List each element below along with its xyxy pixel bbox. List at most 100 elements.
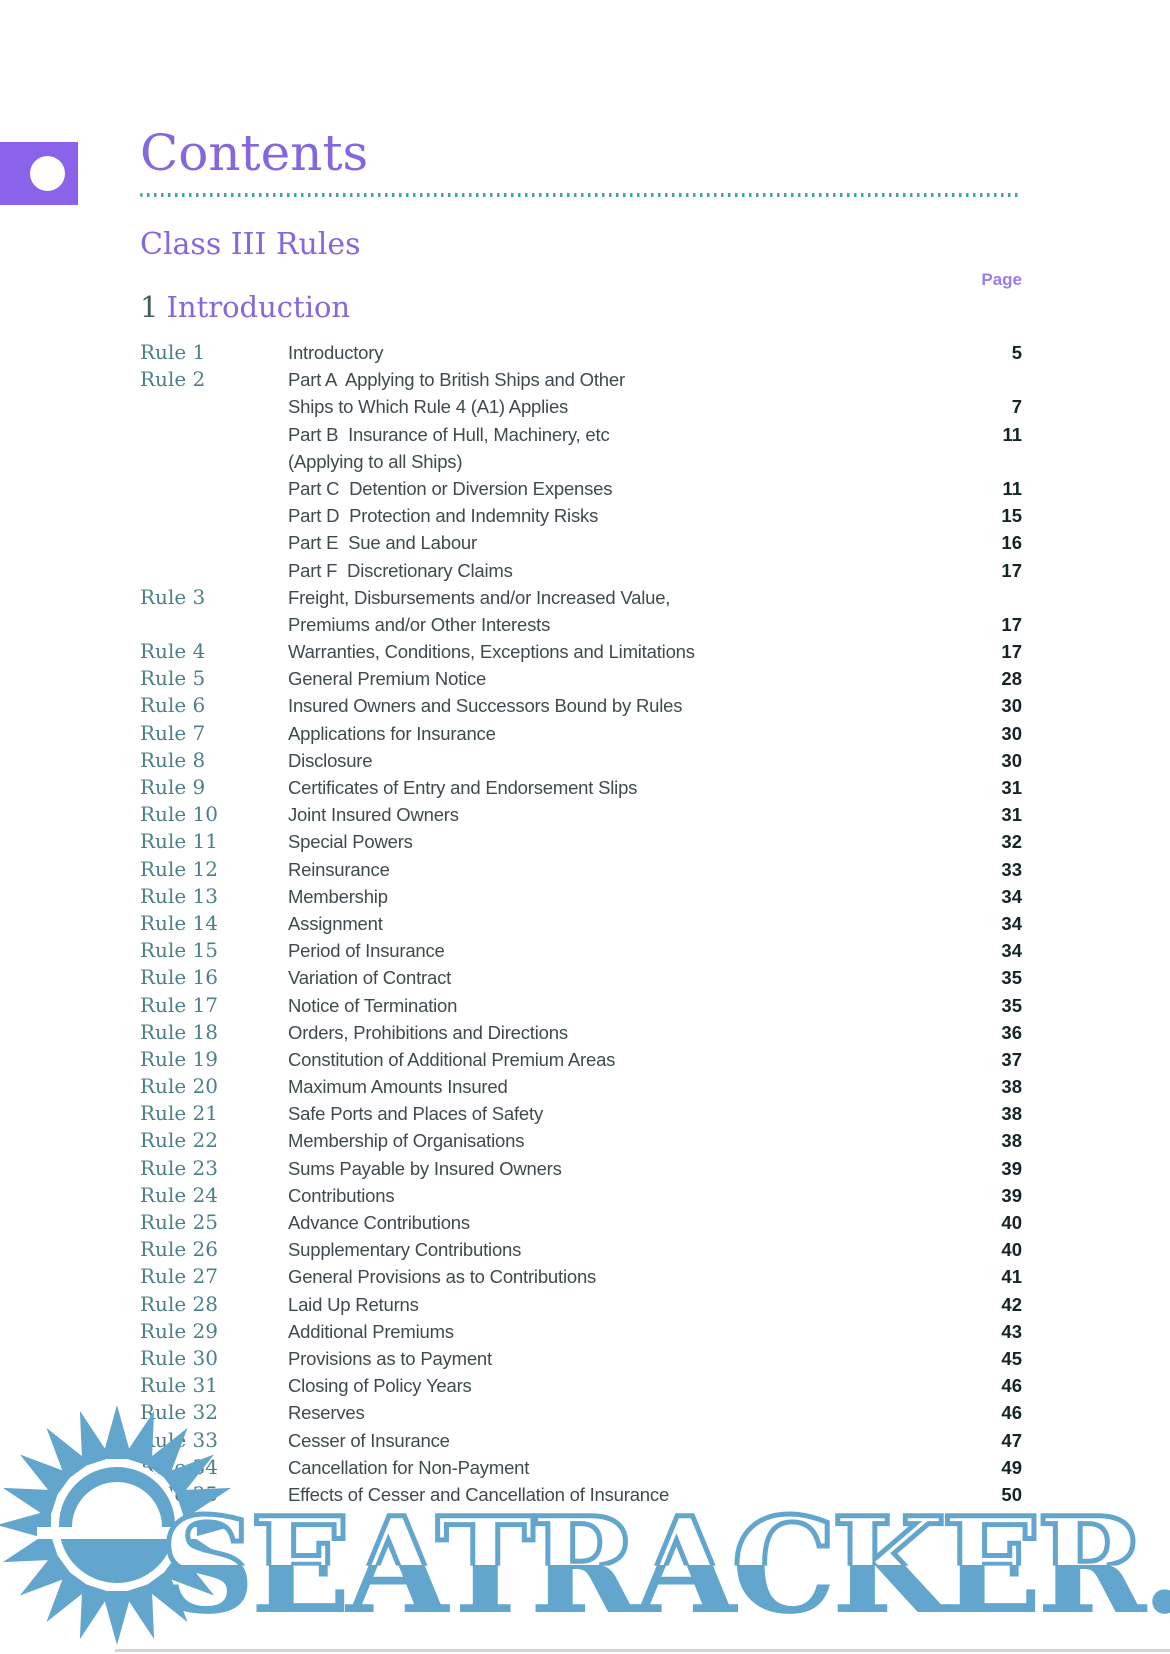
page-number: 31 bbox=[1001, 804, 1022, 826]
rule-description: Maximum Amounts Insured bbox=[288, 1076, 508, 1098]
table-row: Rule 17 Notice of Termination 35 bbox=[140, 992, 1022, 1019]
page-number: 33 bbox=[1001, 858, 1022, 880]
bottom-page-edge bbox=[115, 1649, 1170, 1652]
table-row: Rule 12 Reinsurance 33 bbox=[140, 856, 1022, 883]
rule-description: Membership bbox=[288, 885, 388, 907]
rule-description: Ships to Which Rule 4 (A1) Applies bbox=[288, 396, 569, 418]
rule-description: Advance Contributions bbox=[288, 1212, 470, 1233]
rule-description: Freight, Disbursements and/or Increased … bbox=[288, 586, 671, 608]
page-number: 39 bbox=[1001, 1157, 1022, 1179]
rule-label: Rule 21 bbox=[140, 1101, 218, 1126]
page-number: 50 bbox=[1001, 1483, 1022, 1505]
contents-page: Contents Class III Rules Page 1 Introduct… bbox=[140, 0, 1022, 1654]
table-row: Rule 2 Part A Applying to British Ships … bbox=[140, 366, 1022, 393]
page-number: 17 bbox=[1001, 613, 1022, 635]
table-row: Rule 26 Supplementary Contributions 40 bbox=[140, 1236, 1022, 1263]
page-number: 15 bbox=[1001, 505, 1022, 527]
rule-label: Rule 18 bbox=[140, 1019, 218, 1044]
rule-label: Rule 9 bbox=[140, 775, 206, 799]
rule-label: Rule 31 bbox=[140, 1373, 218, 1398]
page-number: 11 bbox=[1002, 423, 1022, 445]
rule-label: Rule 34 bbox=[140, 1454, 218, 1479]
rule-label: Rule 20 bbox=[140, 1074, 218, 1099]
rule-label: Rule 25 bbox=[140, 1210, 218, 1234]
rule-label: Rule 35 bbox=[140, 1481, 218, 1506]
table-row: Rule 24 Contributions 39 bbox=[140, 1182, 1022, 1209]
rule-label: Rule 15 bbox=[140, 938, 218, 963]
table-row: Rule 14 Assignment 34 bbox=[140, 910, 1022, 937]
section-number: 1 bbox=[140, 290, 159, 324]
page-number: 30 bbox=[1001, 695, 1022, 717]
table-row: (Applying to all Ships) bbox=[140, 448, 1022, 475]
table-row: Rule 5 General Premium Notice 28 bbox=[140, 665, 1022, 692]
page-number: 35 bbox=[1001, 994, 1022, 1016]
table-row: Rule 23 Sums Payable by Insured Owners 3… bbox=[140, 1155, 1022, 1182]
rule-label: Rule 30 bbox=[140, 1345, 218, 1370]
rule-description: Safe Ports and Places of Safety bbox=[288, 1103, 544, 1125]
table-row: Rule 4 Warranties, Conditions, Exception… bbox=[140, 638, 1022, 665]
rule-label: Rule 12 bbox=[140, 856, 218, 881]
page-number: 28 bbox=[1001, 668, 1022, 690]
rule-label: Rule 11 bbox=[140, 829, 218, 854]
page-number: 38 bbox=[1001, 1076, 1022, 1098]
table-row: Rule 28 Laid Up Returns 42 bbox=[140, 1291, 1022, 1318]
page-number: 40 bbox=[1001, 1212, 1022, 1233]
rule-description: General Provisions as to Contributions bbox=[288, 1266, 597, 1288]
rule-label: Rule 26 bbox=[140, 1237, 218, 1262]
rule-description: Part D Protection and Indemnity Risks bbox=[288, 505, 599, 527]
table-row: Premiums and/or Other Interests 17 bbox=[140, 611, 1022, 638]
table-row: Rule 13 Membership 34 bbox=[140, 883, 1022, 910]
section-title: Introduction bbox=[166, 290, 351, 324]
table-row: Rule 7 Applications for Insurance 30 bbox=[140, 720, 1022, 747]
page-number: 41 bbox=[1001, 1266, 1022, 1288]
rule-label: Rule 1 bbox=[140, 340, 206, 364]
rule-label: Rule 24 bbox=[140, 1182, 218, 1207]
page-number: 45 bbox=[1001, 1347, 1022, 1369]
dotted-divider bbox=[140, 193, 1022, 197]
rule-label: Rule 32 bbox=[140, 1400, 218, 1425]
class-heading: Class III Rules bbox=[140, 227, 361, 262]
page-number: 17 bbox=[1001, 641, 1022, 663]
page-number: 16 bbox=[1001, 532, 1022, 554]
rule-description: Reserves bbox=[288, 1402, 365, 1424]
rule-label: Rule 33 bbox=[140, 1427, 218, 1452]
rule-description: Cancellation for Non-Payment bbox=[288, 1456, 530, 1478]
rule-description: Assignment bbox=[288, 912, 383, 934]
table-row: Rule 32 Reserves 46 bbox=[140, 1399, 1022, 1426]
rule-label: Rule 27 bbox=[140, 1264, 218, 1289]
table-row: Rule 6 Insured Owners and Successors Bou… bbox=[140, 692, 1022, 719]
page-number: 40 bbox=[1001, 1239, 1022, 1261]
rule-label: Rule 6 bbox=[140, 693, 206, 718]
table-row: Rule 35 Effects of Cesser and Cancellati… bbox=[140, 1481, 1022, 1508]
rule-label: Rule 5 bbox=[140, 666, 206, 691]
table-row: Part D Protection and Indemnity Risks 15 bbox=[140, 502, 1022, 529]
corner-tab-circle-icon bbox=[30, 156, 65, 191]
rule-label: Rule 19 bbox=[140, 1046, 218, 1071]
page-number: 5 bbox=[1011, 342, 1022, 363]
table-row: Rule 25 Advance Contributions 40 bbox=[140, 1209, 1022, 1236]
table-row: Rule 30 Provisions as to Payment 45 bbox=[140, 1345, 1022, 1372]
rule-label: Rule 13 bbox=[140, 883, 218, 908]
table-row: Part E Sue and Labour 16 bbox=[140, 529, 1022, 556]
rule-description: (Applying to all Ships) bbox=[288, 450, 463, 472]
page-title: Contents bbox=[140, 124, 369, 182]
rule-description: Introductory bbox=[288, 342, 384, 363]
rule-description: Sums Payable by Insured Owners bbox=[288, 1157, 562, 1179]
page-number: 37 bbox=[1001, 1048, 1022, 1070]
page-number: 32 bbox=[1001, 831, 1022, 853]
page-number: 43 bbox=[1001, 1320, 1022, 1342]
table-row: Rule 9 Certificates of Entry and Endorse… bbox=[140, 774, 1022, 801]
rule-label: Rule 28 bbox=[140, 1291, 218, 1316]
rule-description: Additional Premiums bbox=[288, 1320, 454, 1342]
table-row: Rule 21 Safe Ports and Places of Safety … bbox=[140, 1100, 1022, 1127]
page-number: 49 bbox=[1001, 1456, 1022, 1478]
rule-description: General Premium Notice bbox=[288, 668, 487, 690]
table-row: Rule 11 Special Powers 32 bbox=[140, 828, 1022, 855]
table-row: Rule 33 Cesser of Insurance 47 bbox=[140, 1427, 1022, 1454]
rule-description: Certificates of Entry and Endorsement Sl… bbox=[288, 777, 638, 798]
page-number: 42 bbox=[1001, 1293, 1022, 1315]
page-number: 38 bbox=[1001, 1103, 1022, 1125]
table-row: Part C Detention or Diversion Expenses 1… bbox=[140, 475, 1022, 502]
table-row: Rule 31 Closing of Policy Years 46 bbox=[140, 1372, 1022, 1399]
page-number: 46 bbox=[1001, 1375, 1022, 1397]
